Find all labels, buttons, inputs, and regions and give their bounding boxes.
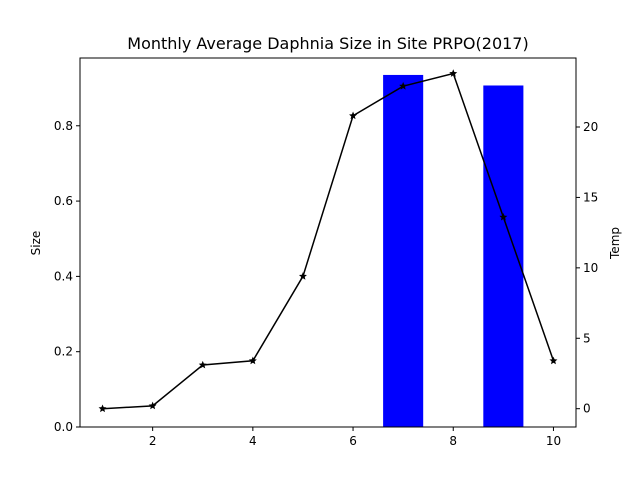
left-y-tick-label: 0.0 — [54, 420, 73, 434]
right-y-axis-label: Temp — [608, 227, 622, 260]
x-tick-label: 4 — [249, 434, 257, 448]
temp-point — [198, 360, 207, 369]
temp-point — [148, 401, 157, 410]
temp-point — [399, 81, 408, 90]
left-y-tick-label: 0.2 — [54, 345, 73, 359]
temp-line — [102, 72, 555, 410]
chart-title: Monthly Average Daphnia Size in Site PRP… — [127, 34, 528, 53]
line-series — [98, 69, 558, 413]
right-y-axis: 0 5 10 15 20 — [576, 120, 598, 416]
left-y-tick-label: 0.6 — [54, 194, 73, 208]
temp-point — [549, 356, 558, 365]
left-y-tick-label: 0.4 — [54, 269, 73, 283]
plot-frame — [79, 57, 577, 428]
right-y-tick-label: 0 — [583, 402, 591, 416]
x-axis: 2 4 6 8 10 — [149, 427, 561, 448]
temp-point — [98, 404, 107, 413]
temp-point — [248, 356, 257, 365]
temp-point — [349, 111, 358, 120]
bar — [383, 74, 424, 427]
right-y-tick-label: 10 — [583, 261, 598, 275]
left-y-tick-label: 0.8 — [54, 119, 73, 133]
x-tick-label: 10 — [546, 434, 561, 448]
temp-point — [298, 272, 307, 280]
left-y-axis: 0.0 0.2 0.4 0.6 0.8 — [54, 119, 80, 434]
bar-series — [383, 74, 524, 428]
right-y-tick-label: 20 — [583, 120, 598, 134]
temp-point — [449, 69, 458, 77]
x-tick-label: 8 — [449, 434, 457, 448]
x-tick-label: 6 — [349, 434, 357, 448]
left-y-axis-label: Size — [29, 231, 43, 256]
x-tick-label: 2 — [149, 434, 157, 448]
right-y-tick-label: 15 — [583, 190, 598, 204]
temp-point — [499, 212, 508, 221]
right-y-tick-label: 5 — [583, 331, 591, 345]
